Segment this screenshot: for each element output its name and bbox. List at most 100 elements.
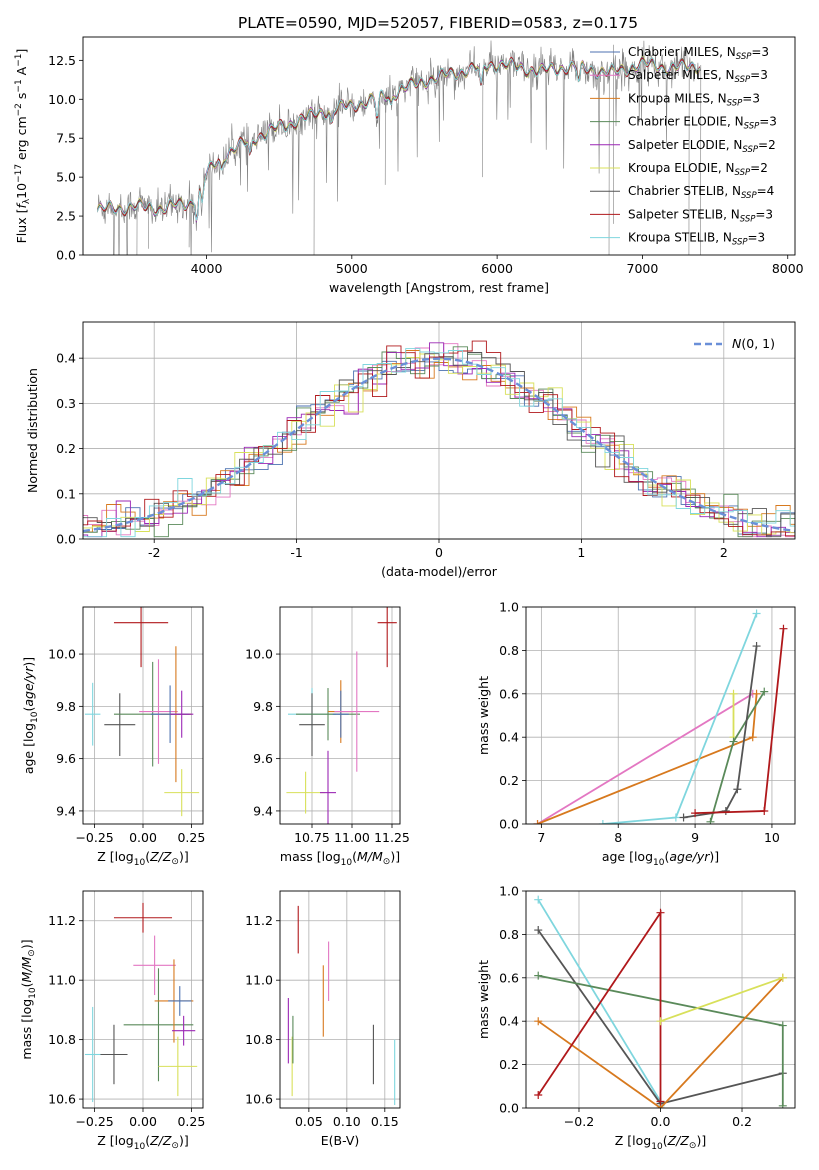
legend-entry: Kroupa MILES, NSSP=3 [628, 91, 760, 108]
errorbar-salpeter_miles [139, 659, 178, 764]
y-tick-label: 0.6 [499, 686, 519, 701]
errorbar-chabrier_stelib [104, 693, 136, 757]
normal-curve [83, 357, 795, 533]
label-part: 10 [30, 711, 40, 723]
point-marker [760, 687, 769, 696]
label-part: =3 [759, 115, 777, 129]
axes-frame [279, 890, 401, 1109]
label-part: SSP [735, 168, 751, 178]
axes: -2 -1 0 1 2 0.0 0.1 0.2 0.3 0.4 (data-model)/error… [25, 321, 796, 579]
point-marker [534, 1090, 543, 1099]
label-part: 10 [653, 858, 665, 868]
label-part: Z [log [615, 1133, 651, 1148]
label-part: Kroupa STELIB, N [628, 231, 732, 245]
series-salpeter_miles [533, 689, 757, 824]
label-part: ( [663, 1133, 668, 1148]
y-tick-label: 0.0 [499, 1101, 519, 1116]
label-part: N [732, 336, 742, 351]
series-chabrier_stelib [679, 642, 761, 822]
point-marker [729, 689, 738, 698]
point-marker [656, 908, 665, 917]
label-part: )] [179, 1133, 189, 1148]
axes-frame [82, 890, 204, 1109]
y-tick-label: 2.5 [56, 209, 76, 224]
y-tick-label: 0.3 [56, 396, 76, 411]
label-part: Chabrier ELODIE, N [628, 115, 744, 129]
point-marker [598, 820, 607, 824]
label-part: ( [352, 849, 357, 864]
x-tick-label: −0.25 [75, 1114, 113, 1129]
point-marker [534, 971, 543, 980]
errorbar-salpeter_stelib [113, 607, 169, 668]
y-tick-label: 0.4 [56, 351, 76, 366]
y-tick-label: 0.2 [499, 773, 519, 788]
plot-area [97, 40, 702, 255]
y-tick-label: 11.2 [48, 913, 76, 928]
label-part: =3 [742, 91, 760, 105]
series-chabrier_elodie [706, 687, 769, 824]
label-part: =3 [755, 207, 773, 221]
series-kroupa_elodie [729, 689, 738, 742]
point-marker [778, 973, 787, 982]
label-part: age/yr [21, 666, 36, 707]
label-part: E(B-V) [321, 1133, 360, 1148]
series-kroupa_elodie [656, 973, 787, 1026]
plot-area [286, 607, 397, 824]
y-tick-label: 0.1 [56, 486, 76, 501]
x-tick-label: −0.25 [75, 830, 113, 845]
label-part: λ [22, 198, 32, 204]
x-axis-label: age [log10(age/yr)] [602, 849, 719, 868]
y-tick-label: 9.8 [253, 699, 273, 714]
y-axis-label: mass [log10(M/M⊙)] [19, 939, 38, 1059]
x-tick-label: 7 [537, 830, 545, 845]
label-part: Z/Z [667, 1133, 690, 1148]
x-tick-label: 6000 [481, 261, 513, 276]
label-part: 10 [134, 1142, 146, 1152]
point-marker [691, 809, 700, 818]
label-part: ⊙ [383, 857, 391, 867]
x-tick-label: −0.2 [564, 1114, 594, 1129]
x-tick-label: 0.25 [177, 1114, 205, 1129]
label-part: Salpeter MILES, N [628, 68, 735, 82]
point-marker [760, 806, 769, 815]
label-part: ⊙ [689, 1141, 697, 1151]
point-marker [533, 820, 542, 824]
x-tick-label: 0.15 [371, 1114, 399, 1129]
label-part: SSP [741, 191, 757, 201]
y-tick-label: 9.6 [253, 751, 273, 766]
label-part: age [log [602, 849, 653, 864]
label-part: age [log [21, 723, 36, 774]
x-tick-label: 8 [614, 830, 622, 845]
errorbar-kroupa_elodie [164, 769, 200, 817]
point-marker [733, 785, 742, 794]
errorbar-salpeter_elodie [320, 750, 336, 824]
series-chabrier_elodie [534, 971, 787, 1108]
x-tick-label: 0.05 [295, 1114, 323, 1129]
axes: 4000 5000 6000 7000 8000 0.0 2.5 5.0 7.5 10.0 12.5… [14, 36, 804, 295]
label-part: f [14, 203, 29, 209]
panel-mass_vs_ebv: 0.05 0.10 0.15 10.6 10.8 11.0 11.2 E(B-V) [245, 890, 401, 1148]
label-part: 10 [28, 987, 38, 999]
label-part: mass weight [476, 676, 491, 755]
label-part: erg cm [14, 116, 29, 164]
series-kroupa_miles [533, 689, 761, 824]
y-tick-label: 9.4 [56, 803, 76, 818]
errorbar-chabrier_elodie [123, 968, 194, 1082]
grid [280, 891, 400, 1108]
axes-frame [82, 606, 204, 825]
point-marker [752, 609, 761, 618]
y-tick-label: 5.0 [56, 170, 76, 185]
label-part: 10 [134, 858, 146, 868]
point-marker [706, 817, 715, 824]
label-part: −1 [14, 53, 24, 66]
errorbar-chabrier_stelib [100, 1024, 128, 1085]
errorbar-kroupa_stelib [84, 682, 101, 746]
label-part: =3 [751, 45, 769, 59]
label-part: Salpeter ELODIE, N [628, 138, 742, 152]
y-tick-label: 0.2 [56, 441, 76, 456]
x-tick-label: 5000 [336, 261, 368, 276]
label-part: mass [log [280, 849, 341, 864]
